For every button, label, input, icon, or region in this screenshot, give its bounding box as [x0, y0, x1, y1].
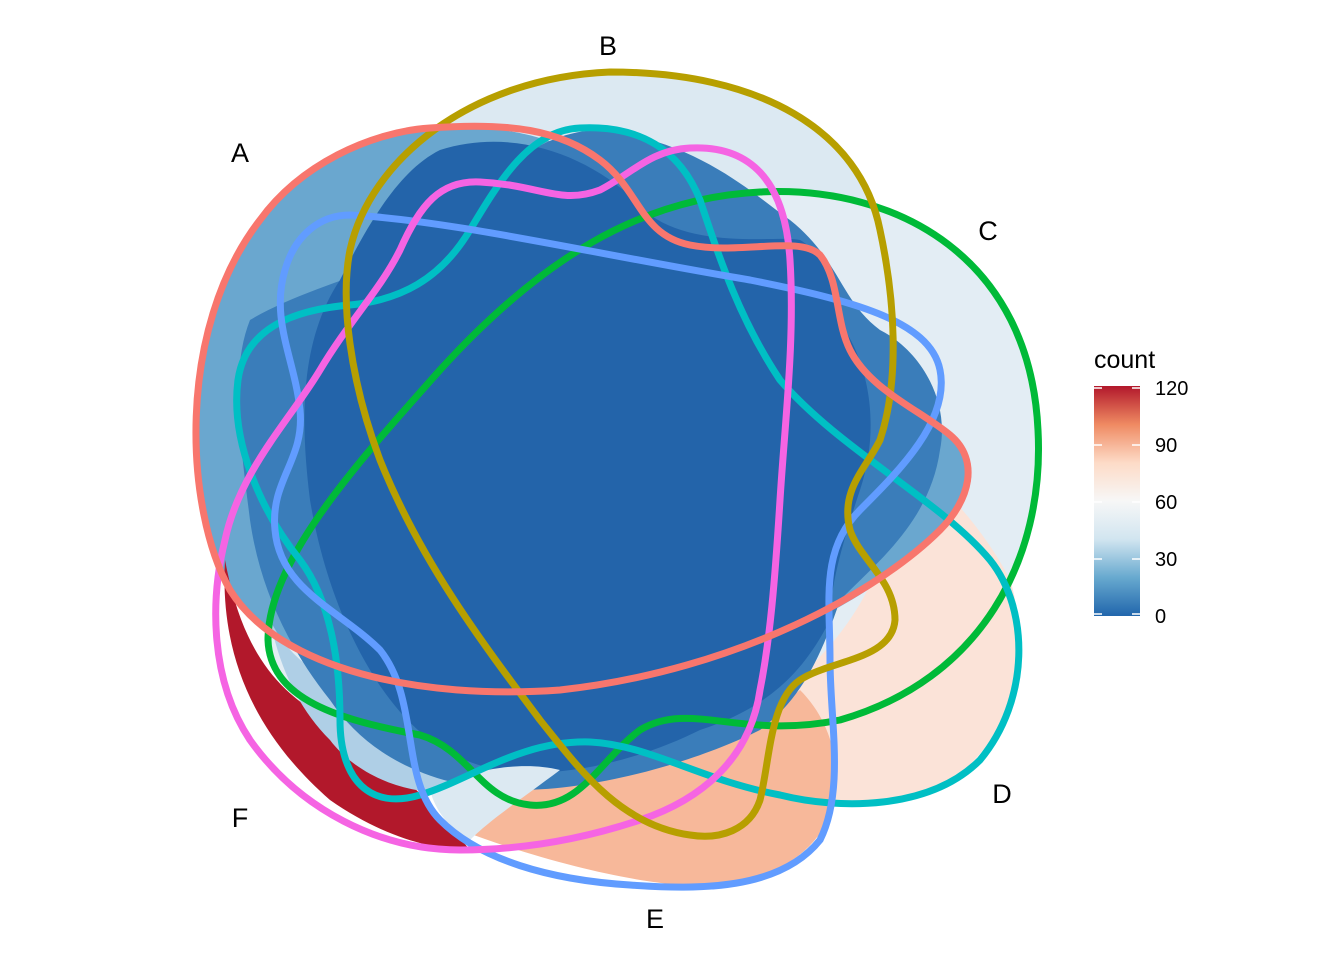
set-f-outline [212, 144, 795, 854]
set-label-c: C [978, 216, 998, 246]
count-legend: count 120 90 60 30 0 [1094, 346, 1188, 628]
legend-tick-30: 30 [1155, 549, 1177, 571]
venn-region-fills [193, 72, 1039, 886]
venn-set-outlines [192, 68, 1043, 891]
legend-tick-0: 0 [1155, 606, 1166, 628]
legend-colorbar [1094, 386, 1140, 616]
set-b-outline [342, 68, 899, 840]
set-label-d: D [992, 779, 1012, 809]
set-label-f: F [232, 803, 249, 833]
legend-tick-60: 60 [1155, 492, 1177, 514]
region-f-only [224, 560, 470, 850]
legend-tick-90: 90 [1155, 435, 1177, 457]
set-label-e: E [646, 904, 664, 934]
legend-tick-120: 120 [1155, 378, 1188, 400]
set-c-outline [264, 188, 1043, 809]
set-a-outline [192, 122, 972, 696]
region-core [304, 141, 871, 773]
set-e-outline [271, 211, 945, 891]
region-pale-bottom [430, 766, 560, 840]
set-label-b: B [599, 31, 617, 61]
venn-set-labels: A B C D E F [231, 31, 1012, 934]
set-label-a: A [231, 138, 249, 168]
legend-tick-marks [1094, 387, 1140, 615]
legend-title: count [1094, 346, 1155, 374]
